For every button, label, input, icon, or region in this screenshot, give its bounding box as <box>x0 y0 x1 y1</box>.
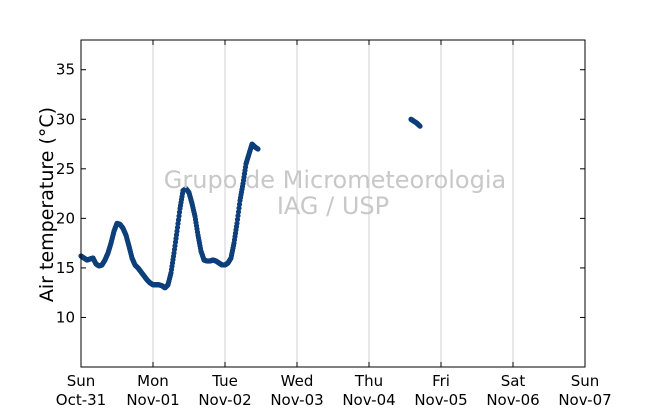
x-tick-label-date: Nov-03 <box>270 391 323 409</box>
data-point <box>235 213 241 219</box>
y-tick-label: 10 <box>56 308 75 326</box>
x-tick-label-date: Nov-01 <box>126 391 179 409</box>
vertical-grid <box>152 40 514 367</box>
data-point <box>234 216 241 223</box>
data-points <box>78 116 423 291</box>
watermark-line-2: IAG / USP <box>277 192 389 220</box>
x-tick-label-day: Tue <box>211 372 238 390</box>
x-tick-label-date: Oct-31 <box>56 391 106 409</box>
y-tick-label: 15 <box>56 259 75 277</box>
y-tick-label: 25 <box>56 160 75 178</box>
data-point <box>174 224 181 231</box>
x-tick-label-date: Nov-06 <box>486 391 539 409</box>
data-point <box>255 146 261 152</box>
x-axis: SunOct-31MonNov-01TueNov-02WedNov-03ThuN… <box>56 40 612 409</box>
y-axis: 10 15 20 25 30 35 <box>56 61 585 326</box>
data-point <box>176 213 182 219</box>
data-point <box>176 209 183 215</box>
data-point <box>417 123 423 129</box>
x-tick-label-day: Wed <box>281 372 314 390</box>
x-tick-label-date: Nov-07 <box>558 391 611 409</box>
y-tick-label: 35 <box>56 61 75 79</box>
data-point <box>236 205 242 211</box>
x-tick-label-date: Nov-02 <box>198 391 251 409</box>
x-tick-label-date: Nov-05 <box>414 391 467 409</box>
x-tick-label-day: Sun <box>571 372 600 390</box>
x-tick-label-day: Thu <box>354 372 383 390</box>
data-point <box>175 221 181 227</box>
y-tick-label: 30 <box>56 110 75 128</box>
y-axis-label: Air temperature (°C) <box>36 107 58 302</box>
plot-frame <box>80 39 586 368</box>
x-tick-label-day: Fri <box>432 372 450 390</box>
data-point <box>235 209 242 215</box>
y-tick-label: 20 <box>56 209 75 227</box>
x-tick-label-date: Nov-04 <box>342 391 395 409</box>
x-tick-label-day: Sat <box>501 372 526 390</box>
x-tick-label-day: Sun <box>67 372 96 390</box>
data-point <box>174 228 180 234</box>
data-point <box>234 220 240 226</box>
data-point <box>175 217 182 223</box>
x-tick-label-day: Mon <box>137 372 169 390</box>
watermark-line-1: Grupo de Micrometeorologia <box>164 166 506 194</box>
data-point <box>236 201 243 207</box>
